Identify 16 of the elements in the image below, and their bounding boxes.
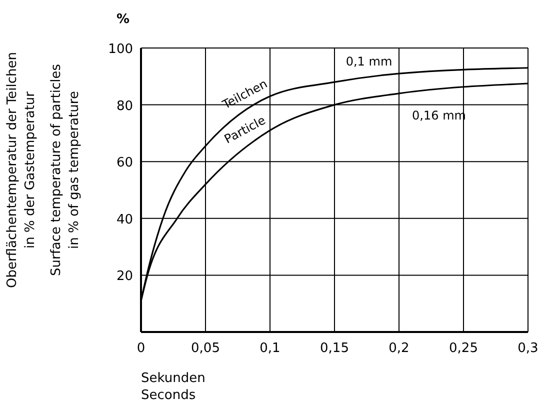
- x-tick-label: 0: [136, 341, 146, 356]
- y-tick-label: 40: [116, 212, 133, 228]
- text: %: [116, 12, 130, 27]
- y-axis-title: Oberflächentemperatur der Teilchen in % der Gastemperatur Surface temperature of particles in % of gas temperature: [5, 52, 82, 288]
- y-tick-label: 20: [116, 269, 133, 284]
- x-axis-title: Sekunden Seconds: [141, 371, 206, 403]
- x-tick-label: 0,1: [260, 341, 280, 356]
- x-tick-label: 0,15: [320, 341, 349, 356]
- y-tick-label: 80: [116, 98, 133, 114]
- x-tick-label: 0,2: [388, 341, 410, 356]
- x-tick-label: 0,25: [449, 341, 478, 356]
- y-tick-label: 60: [116, 156, 133, 171]
- y-tick-label: 100: [108, 42, 133, 57]
- series-label: 0,1 mm: [346, 54, 392, 69]
- x-tick-label: 0,3: [518, 341, 538, 356]
- x-tick-label: 0,05: [191, 341, 220, 356]
